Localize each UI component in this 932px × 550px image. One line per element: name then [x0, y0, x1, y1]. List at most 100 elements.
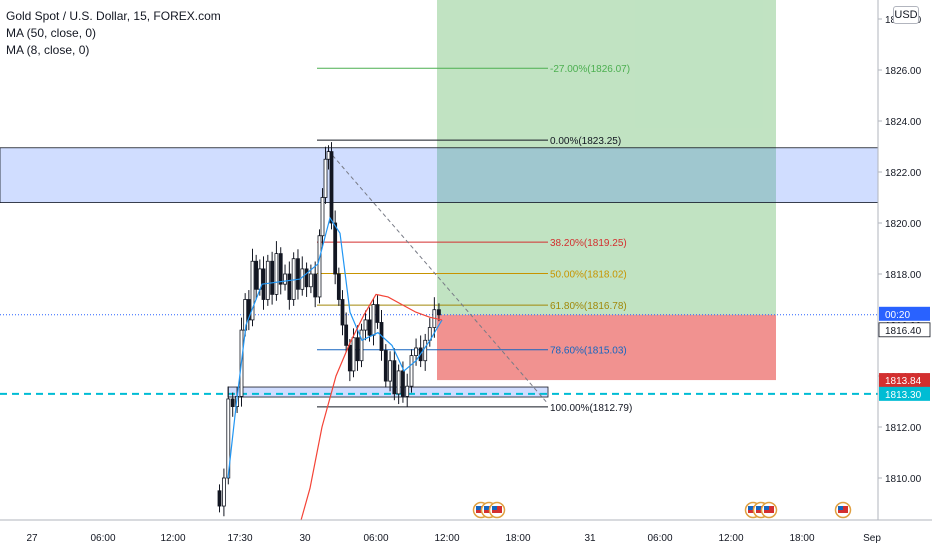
time-tick-label: 18:00 [789, 533, 814, 544]
candle-body[interactable] [351, 337, 356, 372]
chart-legend: Gold Spot / U.S. Dollar, 15, FOREX.com M… [6, 8, 221, 59]
ma50-line[interactable] [299, 293, 443, 525]
candle-body[interactable] [313, 273, 318, 298]
flag-canton [764, 506, 769, 510]
currency-badge[interactable]: USD [893, 6, 919, 24]
candle-body[interactable] [340, 299, 345, 326]
candle-body[interactable] [401, 370, 405, 397]
flag-canton [492, 506, 497, 510]
candle-body[interactable] [308, 273, 313, 288]
candle-body[interactable] [254, 260, 259, 290]
ma50-legend[interactable]: MA (50, close, 0) [6, 26, 97, 40]
candle-body[interactable] [405, 385, 410, 397]
us-flag-event-icon[interactable] [488, 501, 506, 519]
candle-body[interactable] [347, 344, 352, 372]
time-tick-label: 06:00 [90, 533, 115, 544]
candle-body[interactable] [270, 260, 275, 295]
price-marker[interactable] [879, 306, 930, 321]
event-icons[interactable] [472, 501, 852, 519]
candle-body[interactable] [246, 299, 251, 321]
candle-body[interactable] [283, 273, 287, 285]
candle-body[interactable] [336, 273, 341, 300]
flag-canton [484, 506, 489, 510]
fib-level-label: 61.80%(1816.78) [550, 301, 627, 312]
us-flag-event-icon[interactable] [834, 501, 852, 519]
candle-body[interactable] [396, 370, 401, 395]
candle-body[interactable] [217, 490, 222, 507]
price-marker[interactable] [879, 373, 930, 388]
candle-body[interactable] [375, 304, 380, 323]
time-tick-label: 12:00 [718, 533, 743, 544]
candle-body[interactable] [409, 355, 414, 387]
support-zone[interactable] [227, 386, 549, 398]
candle-body[interactable] [355, 337, 360, 362]
candle-body[interactable] [230, 398, 235, 408]
ma8-legend[interactable]: MA (8, close, 0) [6, 43, 90, 57]
candle-body[interactable] [437, 309, 441, 316]
fib-level-label: 100.00%(1812.79) [550, 403, 632, 414]
time-tick-label: 12:00 [434, 533, 459, 544]
flag-canton [838, 506, 843, 510]
time-tick-label: 06:00 [647, 533, 672, 544]
candle-body[interactable] [274, 253, 279, 295]
candle-body[interactable] [363, 319, 368, 331]
candle-body[interactable] [326, 151, 331, 160]
price-axis[interactable]: 1810.001812.001814.001816.001818.001820.… [877, 0, 932, 520]
candle-body[interactable] [250, 260, 255, 321]
candle-body[interactable] [304, 268, 309, 288]
candle-body[interactable] [291, 258, 296, 300]
candle-body[interactable] [383, 350, 388, 382]
fib-level-label: 0.00%(1823.25) [550, 136, 621, 147]
ma8-line[interactable] [227, 216, 443, 479]
price-tick-label: 1824.00 [885, 117, 922, 128]
candle-body[interactable] [333, 222, 338, 275]
price-marker-label: 1813.30 [885, 390, 922, 401]
price-marker-label: 00:20 [885, 310, 910, 321]
candle-body[interactable] [388, 360, 392, 382]
candle-body[interactable] [414, 347, 418, 357]
time-axis[interactable]: 27 06:00 12:00 17:30 30 06:00 12:00 18:00 31 06:0… [0, 519, 932, 550]
us-flag-event-icon[interactable] [760, 501, 778, 519]
price-tick-label: 1820.00 [885, 219, 922, 230]
price-tick-label: 1826.00 [885, 66, 922, 77]
candle-body[interactable] [300, 268, 305, 290]
candle-body[interactable] [423, 339, 428, 362]
candle-body[interactable] [371, 304, 376, 336]
price-marker-label: 1813.84 [885, 376, 922, 387]
candle-body[interactable] [329, 151, 334, 224]
fib-level-label: 38.20%(1819.25) [550, 238, 627, 249]
price-tick-label: 1812.00 [885, 423, 922, 434]
fib-level-label: -27.00%(1826.07) [550, 64, 630, 75]
target-zone[interactable] [437, 0, 776, 315]
candle-body[interactable] [392, 360, 397, 395]
fib-level-label: 78.60%(1815.03) [550, 346, 627, 357]
candle-body[interactable] [296, 258, 300, 290]
fib-level-label: 50.00%(1818.02) [550, 269, 627, 280]
price-marker[interactable] [878, 322, 931, 338]
candle-body[interactable] [265, 260, 270, 300]
candle-body[interactable] [287, 273, 292, 300]
symbol-title[interactable]: Gold Spot / U.S. Dollar, 15, FOREX.com [6, 9, 221, 23]
time-tick-label: 06:00 [363, 533, 388, 544]
resistance-zone[interactable] [0, 147, 879, 203]
candle-body[interactable] [323, 158, 328, 198]
price-marker[interactable] [879, 386, 930, 401]
stop-zone[interactable] [437, 314, 776, 381]
candle-body[interactable] [320, 197, 325, 237]
candle-body[interactable] [367, 319, 372, 336]
candle-body[interactable] [344, 324, 349, 346]
time-axis-background [0, 520, 932, 550]
plot-area[interactable]: -27.00%(1826.07) 0.00%(1823.25) 38.20%(181… [0, 0, 879, 525]
price-tick-label: 1818.00 [885, 270, 922, 281]
candle-body[interactable] [317, 235, 322, 298]
price-tick-label: 1822.00 [885, 168, 922, 179]
time-tick-label: 27 [26, 533, 38, 544]
price-axis-background [878, 0, 932, 520]
candle-body[interactable] [359, 329, 364, 362]
price-tick-label: 1810.00 [885, 474, 922, 485]
candle-body[interactable] [221, 477, 226, 507]
candle-body[interactable] [278, 253, 283, 285]
time-tick-label: Sep [863, 533, 881, 544]
time-tick-label: 12:00 [160, 533, 185, 544]
